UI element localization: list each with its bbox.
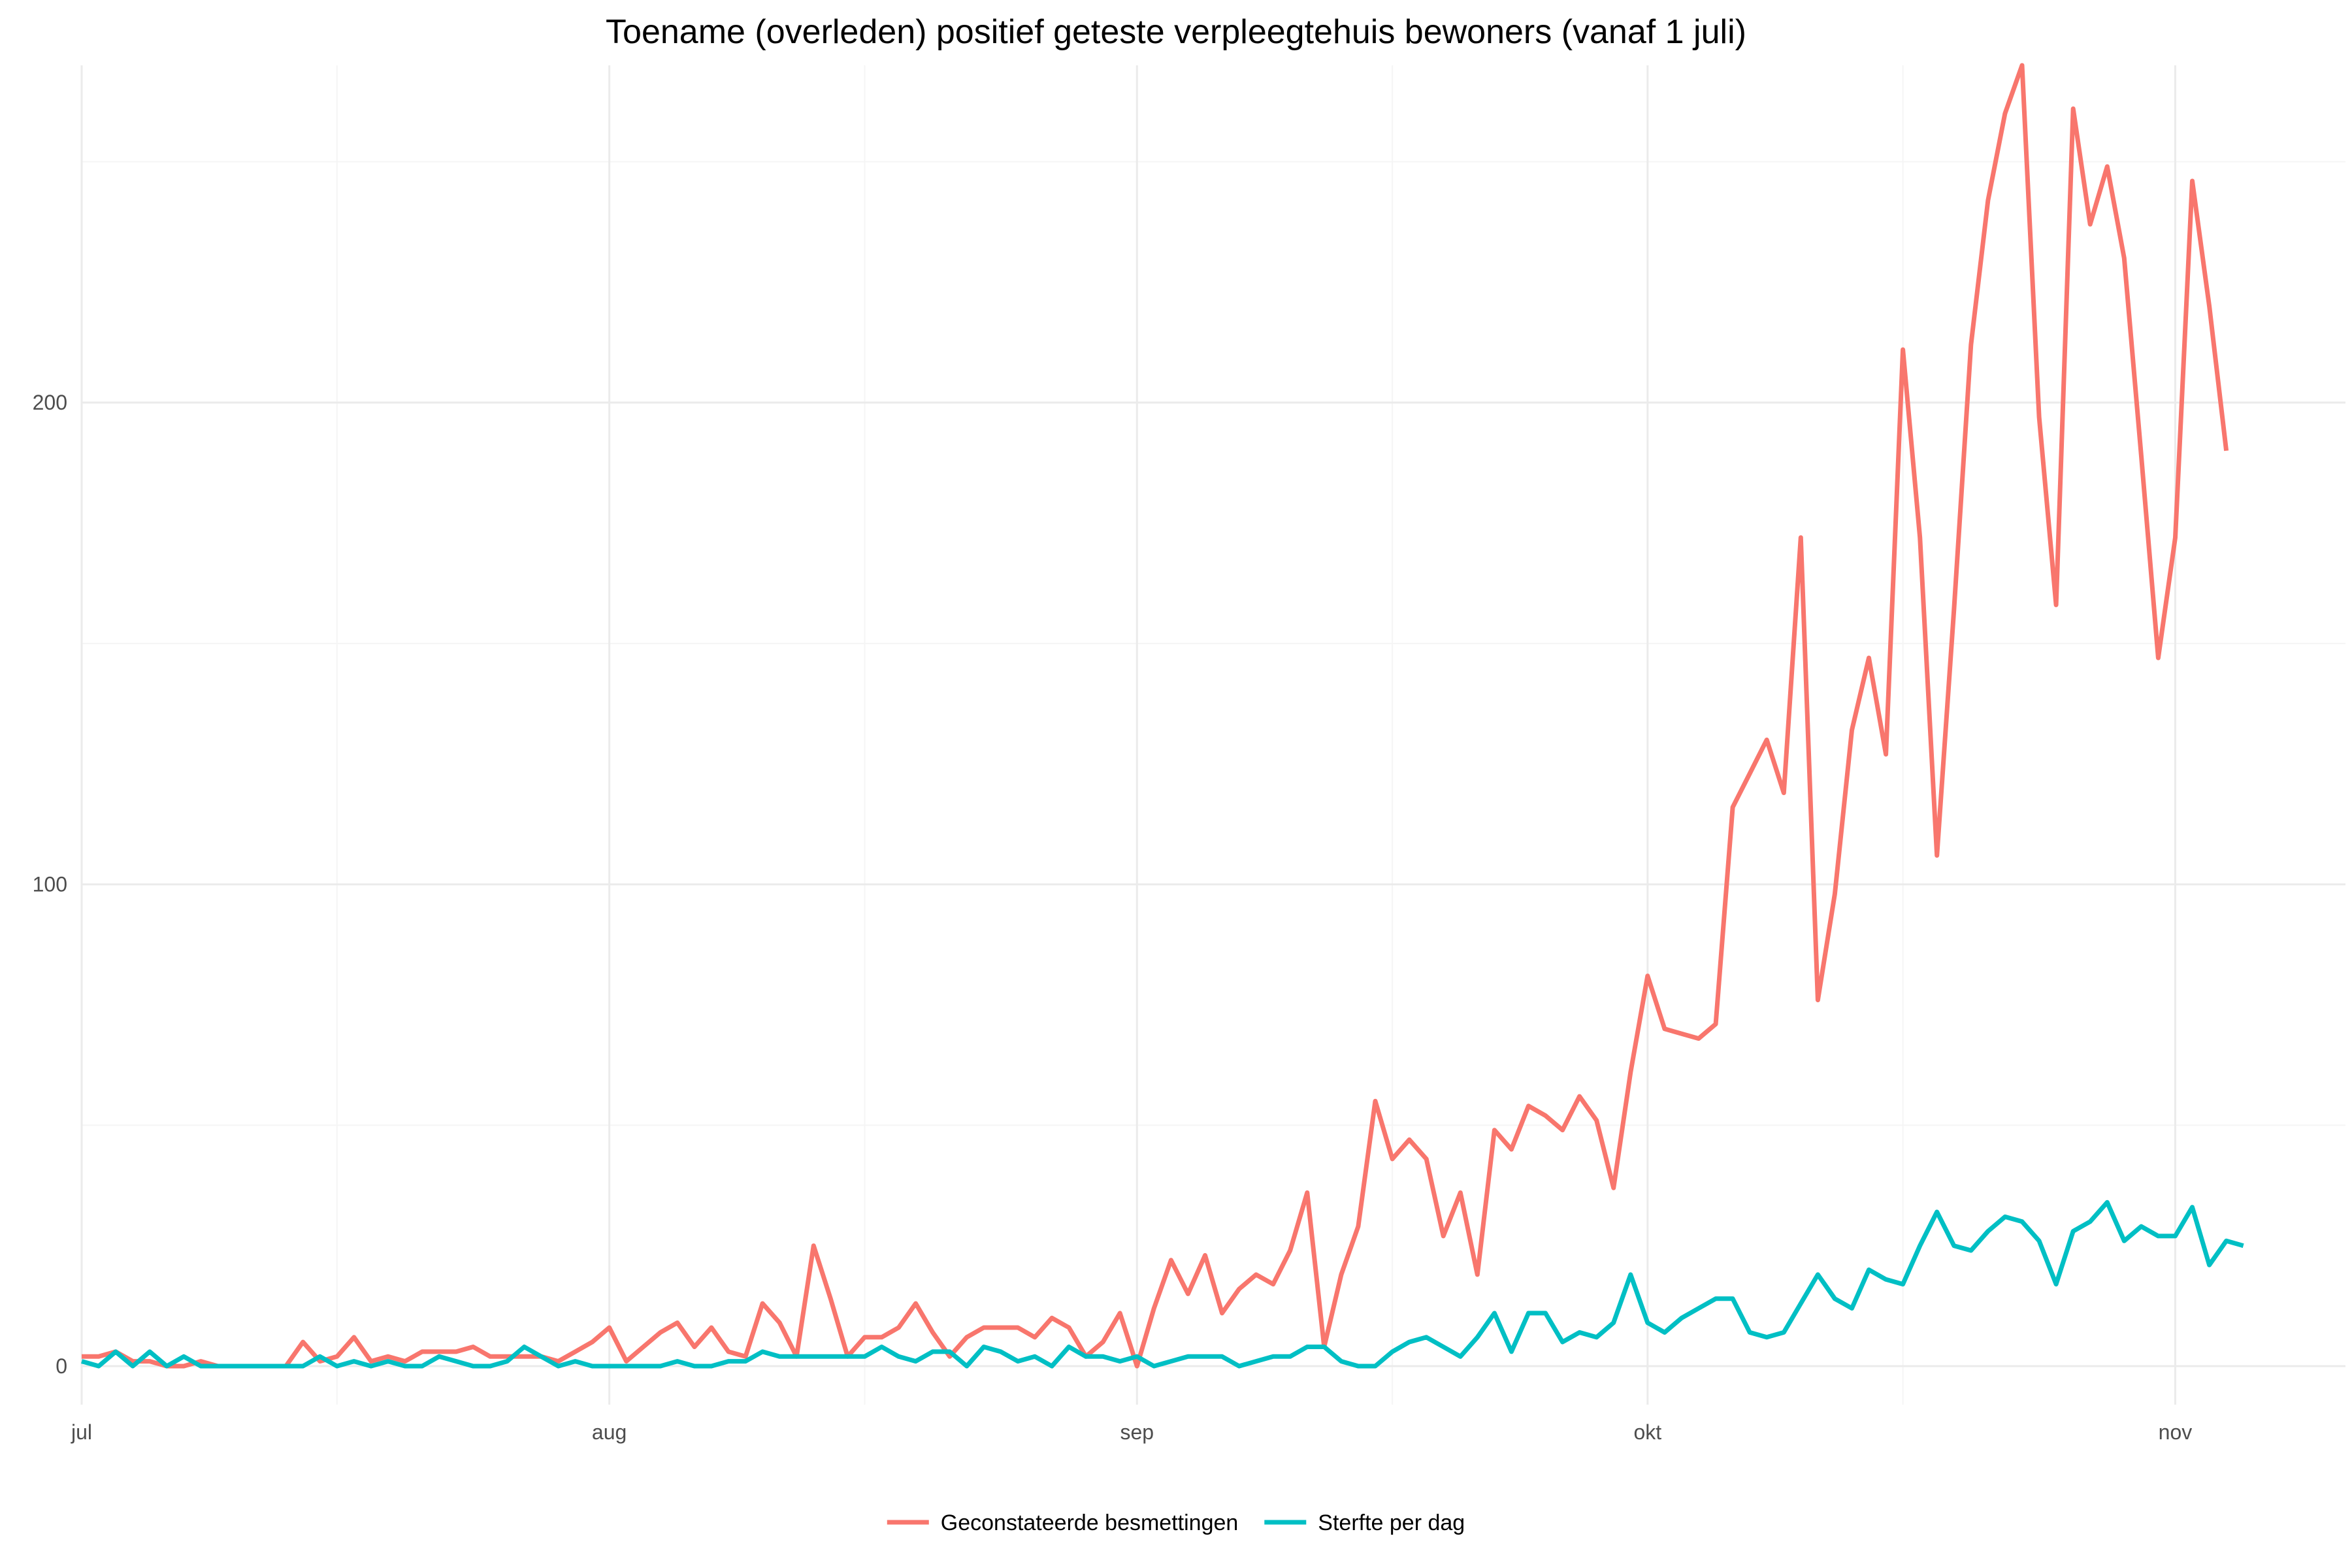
x-tick-label: sep [1120,1420,1154,1444]
minor-gridlines [82,65,2345,1405]
y-tick-label: 200 [33,391,67,414]
series-line-2 [81,1200,2244,1369]
series-lines [81,63,2244,1369]
y-tick-label: 0 [56,1354,67,1378]
series-line-1 [82,63,2229,1369]
chart-title: Toename (overleden) positief geteste ver… [606,13,1746,51]
x-tick-label: aug [592,1420,627,1444]
legend-label: Geconstateerde besmettingen [941,1511,1239,1535]
x-tick-label: nov [2159,1420,2193,1444]
x-axis-ticks: jul aug sep okt nov [71,1420,2192,1444]
legend-label: Sterfte per dag [1318,1511,1465,1535]
y-axis-ticks: 0 100 200 [33,391,67,1378]
y-tick-label: 100 [33,873,67,896]
x-tick-label: okt [1633,1420,1661,1444]
legend: Geconstateerde besmettingen Sterfte per d… [887,1511,1465,1535]
major-gridlines [80,65,2345,1405]
x-tick-label: jul [71,1420,92,1444]
